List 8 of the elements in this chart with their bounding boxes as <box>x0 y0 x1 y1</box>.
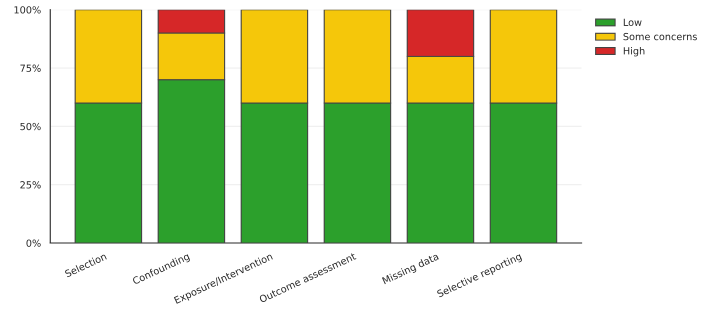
y-tick-label: 75% <box>20 64 41 72</box>
y-tick-label: 50% <box>20 122 41 130</box>
y-tick-label: 0% <box>26 239 41 247</box>
legend-label: Some concerns <box>624 32 697 40</box>
legend-label: High <box>624 47 644 56</box>
y-tick-label: 100% <box>14 6 41 14</box>
y-tick-label: 25% <box>20 181 41 189</box>
legend-label: Low <box>624 18 642 26</box>
